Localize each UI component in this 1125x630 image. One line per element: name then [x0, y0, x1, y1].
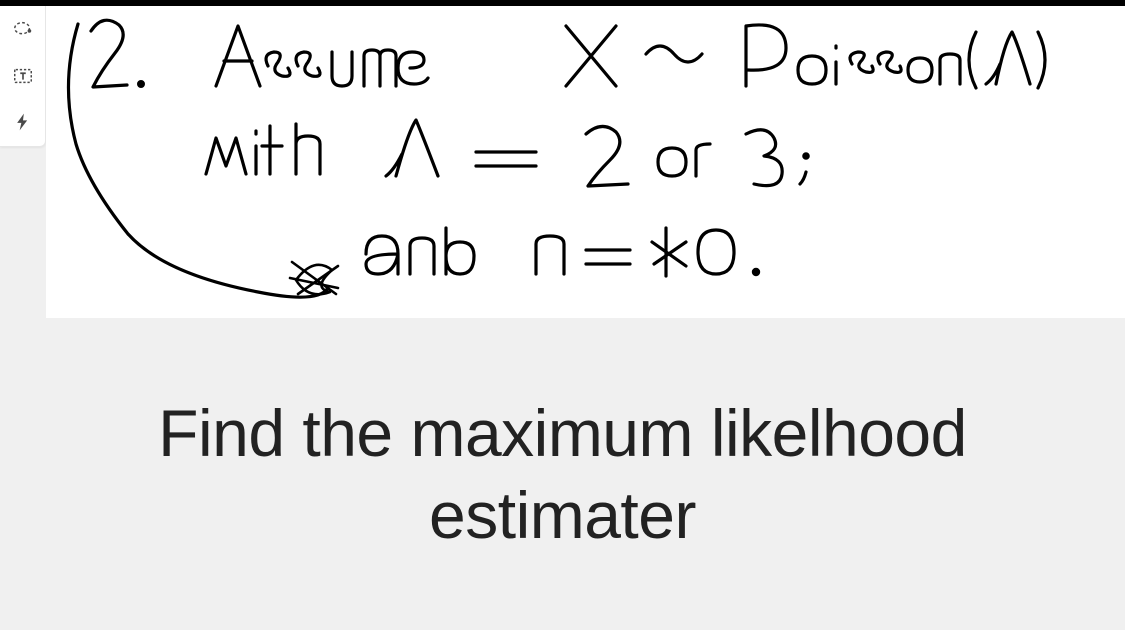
text-box-tool-button[interactable]: [9, 62, 37, 90]
text-box-tool-icon: [12, 65, 34, 87]
lasso-tool-icon: [12, 19, 34, 41]
handwriting-canvas[interactable]: [46, 6, 1125, 318]
question-text: Find the maximum likelhood estimater: [158, 392, 967, 557]
question-line-2: estimater: [429, 478, 696, 552]
question-panel: Find the maximum likelhood estimater: [0, 318, 1125, 630]
left-toolbar: [0, 6, 46, 147]
handwriting-svg: [46, 6, 1125, 318]
question-line-1: Find the maximum likelhood: [158, 396, 967, 470]
bolt-tool-icon: [13, 111, 33, 133]
lasso-tool-button[interactable]: [9, 16, 37, 44]
bolt-tool-button[interactable]: [9, 108, 37, 136]
